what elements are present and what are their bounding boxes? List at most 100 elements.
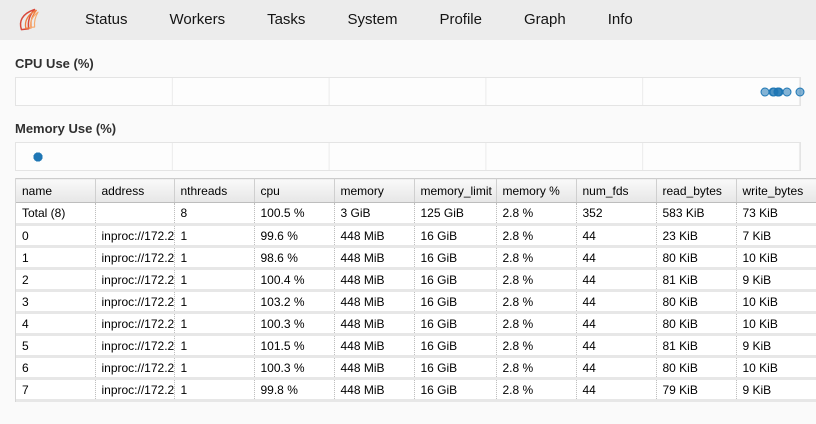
table-cell: 44 bbox=[576, 334, 657, 357]
column-header-num-fds[interactable]: num_fds bbox=[576, 178, 657, 203]
table-cell: 16 GiB bbox=[414, 268, 497, 291]
table-row[interactable]: 7 inproc://172.20 1 99.8 % 448 MiB 16 GiB 2.8 … bbox=[16, 378, 816, 401]
nav-item-info[interactable]: Info bbox=[607, 11, 633, 28]
table-cell: 2.8 % bbox=[496, 290, 577, 313]
table-cell: 44 bbox=[576, 290, 657, 313]
table-cell: 5 bbox=[16, 334, 96, 357]
table-cell: 44 bbox=[576, 312, 657, 335]
scatter-point bbox=[769, 87, 779, 96]
table-cell: 3 bbox=[16, 290, 96, 313]
table-row[interactable]: 4 inproc://172.20 1 100.3 % 448 MiB 16 GiB 2.8… bbox=[16, 312, 816, 335]
table-cell: 448 MiB bbox=[334, 268, 415, 291]
table-cell: 1 bbox=[174, 268, 255, 291]
table-cell: 448 MiB bbox=[334, 334, 415, 357]
table-cell: 8 bbox=[174, 202, 255, 225]
table-cell: 44 bbox=[576, 356, 657, 379]
table-cell: 16 GiB bbox=[414, 312, 497, 335]
column-header-memory-[interactable]: memory % bbox=[496, 178, 577, 203]
navbar-menu: Status Workers Tasks System Profile Graph Info bbox=[64, 0, 654, 40]
column-header-nthreads[interactable]: nthreads bbox=[174, 178, 255, 203]
table-cell: 6 bbox=[16, 356, 96, 379]
table-cell: inproc://172.20 bbox=[95, 334, 175, 357]
table-row[interactable]: 1 inproc://172.20 1 98.6 % 448 MiB 16 GiB 2.8 … bbox=[16, 246, 816, 269]
table-cell: 448 MiB bbox=[334, 312, 415, 335]
table-cell: 10 KiB bbox=[736, 356, 816, 379]
table-cell: 10 KiB bbox=[736, 312, 816, 335]
memory-use-plot[interactable] bbox=[15, 142, 801, 171]
table-cell: 2.8 % bbox=[496, 334, 577, 357]
table-cell: 16 GiB bbox=[414, 356, 497, 379]
column-header-address[interactable]: address bbox=[95, 178, 175, 203]
nav-item-workers[interactable]: Workers bbox=[169, 11, 226, 28]
table-row[interactable]: 6 inproc://172.20 1 100.3 % 448 MiB 16 GiB 2.8… bbox=[16, 356, 816, 379]
column-header-name[interactable]: name bbox=[16, 178, 96, 203]
table-cell: 10 KiB bbox=[736, 246, 816, 269]
table-cell: 1 bbox=[174, 246, 255, 269]
table-cell: 16 GiB bbox=[414, 334, 497, 357]
table-cell: 0 bbox=[16, 224, 96, 247]
table-cell: 80 KiB bbox=[656, 290, 737, 313]
main-content: CPU Use (%) Memory Use (%) name address nt… bbox=[0, 56, 816, 402]
nav-item-tasks[interactable]: Tasks bbox=[267, 11, 306, 28]
table-cell: 103.2 % bbox=[254, 290, 335, 313]
table-cell: 100.3 % bbox=[254, 312, 335, 335]
table-cell: 448 MiB bbox=[334, 356, 415, 379]
table-row[interactable]: Total (8) 8 100.5 % 3 GiB 125 GiB 2.8 % 352 583… bbox=[16, 202, 816, 225]
table-cell: 99.8 % bbox=[254, 378, 335, 401]
table-cell: 44 bbox=[576, 268, 657, 291]
table-cell: 16 GiB bbox=[414, 378, 497, 401]
column-header-cpu[interactable]: cpu bbox=[254, 178, 335, 203]
table-row[interactable]: 3 inproc://172.20 1 103.2 % 448 MiB 16 GiB 2.8… bbox=[16, 290, 816, 313]
table-cell: 2.8 % bbox=[496, 356, 577, 379]
nav-item-profile[interactable]: Profile bbox=[439, 11, 482, 28]
table-cell: 10 KiB bbox=[736, 290, 816, 313]
table-cell: 583 KiB bbox=[656, 202, 737, 225]
table-cell: 9 KiB bbox=[736, 268, 816, 291]
table-cell: 1 bbox=[174, 378, 255, 401]
nav-item-status[interactable]: Status bbox=[85, 11, 128, 28]
table-row[interactable]: 2 inproc://172.20 1 100.4 % 448 MiB 16 GiB 2.8… bbox=[16, 268, 816, 291]
table-body: Total (8) 8 100.5 % 3 GiB 125 GiB 2.8 % 352 583… bbox=[16, 202, 816, 401]
table-cell: 81 KiB bbox=[656, 334, 737, 357]
table-cell: inproc://172.20 bbox=[95, 356, 175, 379]
table-cell: inproc://172.20 bbox=[95, 246, 175, 269]
table-cell: 448 MiB bbox=[334, 290, 415, 313]
table-row[interactable]: 0 inproc://172.20 1 99.6 % 448 MiB 16 GiB 2.8 … bbox=[16, 224, 816, 247]
table-cell: 448 MiB bbox=[334, 378, 415, 401]
table-cell: 79 KiB bbox=[656, 378, 737, 401]
table-cell: 1 bbox=[174, 334, 255, 357]
table-cell: inproc://172.20 bbox=[95, 312, 175, 335]
scatter-point bbox=[760, 87, 770, 96]
table-row[interactable]: 5 inproc://172.20 1 101.5 % 448 MiB 16 GiB 2.8… bbox=[16, 334, 816, 357]
table-cell: 7 KiB bbox=[736, 224, 816, 247]
nav-item-graph[interactable]: Graph bbox=[523, 11, 566, 28]
table-cell bbox=[95, 202, 175, 225]
column-header-write-bytes[interactable]: write_bytes bbox=[736, 178, 816, 203]
table-cell: 9 KiB bbox=[736, 334, 816, 357]
scatter-point bbox=[782, 87, 792, 96]
table-header-row: name address nthreads cpu memory memory_limit… bbox=[16, 178, 816, 203]
table-cell: 16 GiB bbox=[414, 290, 497, 313]
table-cell: 16 GiB bbox=[414, 246, 497, 269]
dask-logo-icon bbox=[14, 5, 44, 35]
cpu-use-plot[interactable] bbox=[15, 77, 805, 106]
table-cell: 81 KiB bbox=[656, 268, 737, 291]
column-header-read-bytes[interactable]: read_bytes bbox=[656, 178, 737, 203]
column-header-memory[interactable]: memory bbox=[334, 178, 415, 203]
table-cell: 1 bbox=[174, 312, 255, 335]
table-cell: 80 KiB bbox=[656, 312, 737, 335]
table-cell: 99.6 % bbox=[254, 224, 335, 247]
table-cell: 2.8 % bbox=[496, 246, 577, 269]
table-cell: Total (8) bbox=[16, 202, 96, 225]
table-cell: 23 KiB bbox=[656, 224, 737, 247]
table-cell: 2.8 % bbox=[496, 378, 577, 401]
table-cell: 101.5 % bbox=[254, 334, 335, 357]
table-cell: 98.6 % bbox=[254, 246, 335, 269]
table-cell: 2 bbox=[16, 268, 96, 291]
table-cell: 73 KiB bbox=[736, 202, 816, 225]
cpu-chart-title: CPU Use (%) bbox=[15, 56, 94, 71]
table-cell: inproc://172.20 bbox=[95, 224, 175, 247]
column-header-memory-limit[interactable]: memory_limit bbox=[414, 178, 497, 203]
table-cell: inproc://172.20 bbox=[95, 378, 175, 401]
nav-item-system[interactable]: System bbox=[347, 11, 398, 28]
